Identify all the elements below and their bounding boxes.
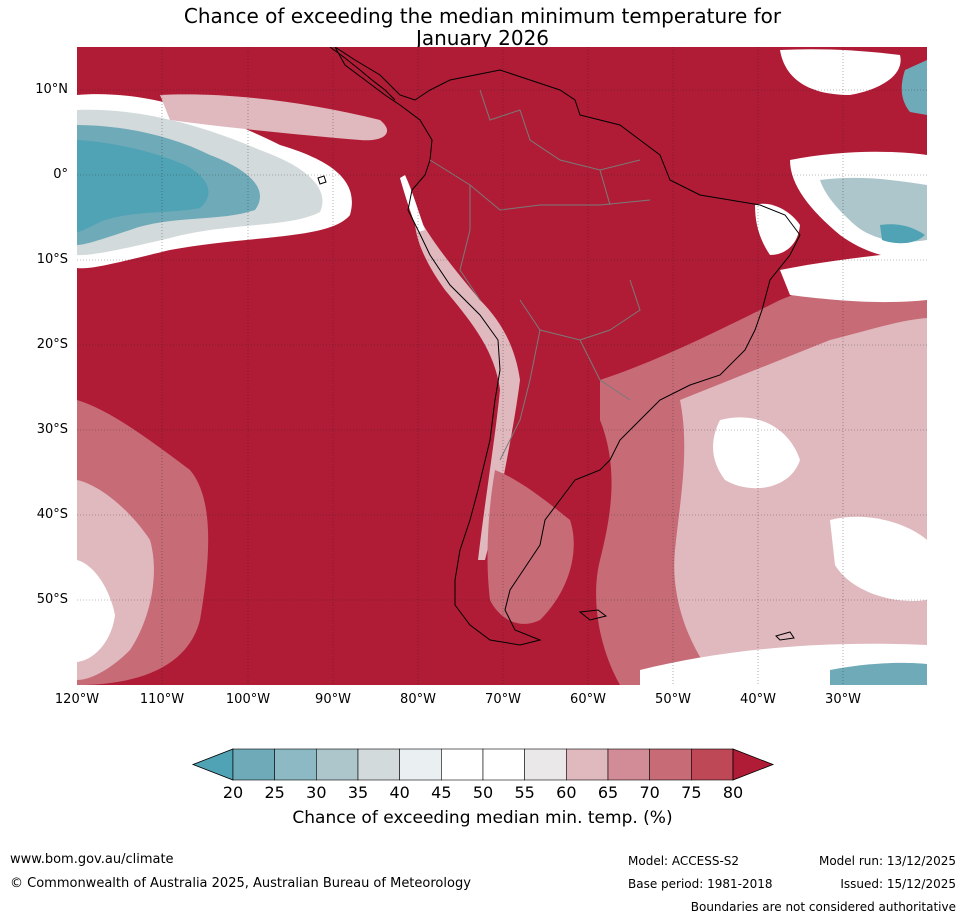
colorbar-tick-label: 25 <box>264 783 285 802</box>
colorbar-tick-label: 50 <box>472 783 494 802</box>
colorbar <box>191 748 775 781</box>
footer-model: Model: ACCESS-S2 <box>628 854 740 868</box>
colorbar-segment <box>316 748 359 781</box>
colorbar-tick-label: 70 <box>639 783 660 802</box>
colorbar-tick-label: 20 <box>222 783 244 802</box>
lon-label-90w: 90°W <box>315 692 351 707</box>
footer-issued: Issued: 15/12/2025 <box>840 877 956 891</box>
lat-label-20s: 20°S <box>36 337 68 352</box>
peru-coast-white <box>400 175 425 232</box>
lon-label-110w: 110°W <box>139 692 185 707</box>
patagonia-pink <box>487 470 574 624</box>
colorbar-segment <box>649 748 692 781</box>
chart-title-line2: January 2026 <box>415 26 550 50</box>
colorbar-tick-label: 55 <box>514 783 535 802</box>
lat-label-10n: 10°N <box>35 82 68 97</box>
footer-copyright: © Commonwealth of Australia 2025, Austra… <box>10 876 471 891</box>
atlantic-white-1 <box>780 250 927 303</box>
lat-label-50s: 50°S <box>36 592 68 607</box>
colorbar-extend-high <box>732 748 775 781</box>
central-america-coastline <box>329 47 396 101</box>
eq-atlantic-coolest <box>880 224 925 244</box>
lat-label-10s: 10°S <box>36 252 68 267</box>
footer-model-run: Model run: 13/12/2025 <box>818 854 956 868</box>
footer-disclaimer: Boundaries are not considered authoritat… <box>690 900 956 914</box>
footer-base-period: Base period: 1981-2018 <box>628 877 773 891</box>
n-atlantic-white <box>780 49 901 95</box>
colorbar-segment <box>232 748 275 781</box>
lat-label-30s: 30°S <box>36 422 68 437</box>
colorbar-tick-label: 65 <box>597 783 619 802</box>
s-atlantic-bottom-cool <box>830 662 927 685</box>
ne-corner-cool <box>901 60 927 115</box>
se-pacific-white <box>77 560 115 662</box>
chart-title-line1: Chance of exceeding the median minimum t… <box>183 4 782 28</box>
colorbar-tick-label: 35 <box>347 783 369 802</box>
lon-label-40w: 40°W <box>740 692 776 707</box>
colorbar-segment <box>441 748 484 781</box>
colorbar-segment <box>357 748 400 781</box>
colorbar-tick-label: 75 <box>681 783 702 802</box>
lon-label-70w: 70°W <box>485 692 521 707</box>
colorbar-tick-label: 30 <box>306 783 327 802</box>
lon-label-120w: 120°W <box>54 692 100 707</box>
colorbar-segment <box>274 748 317 781</box>
ne-brazil-white <box>755 203 800 255</box>
colorbar-tick-label: 60 <box>556 783 577 802</box>
country-boundaries <box>429 89 651 461</box>
galapagos <box>317 175 327 185</box>
pacific-north-white <box>160 94 388 141</box>
colorbar-segment <box>607 748 650 781</box>
colorbar-segment <box>524 748 567 781</box>
lon-label-80w: 80°W <box>400 692 436 707</box>
lon-label-60w: 60°W <box>570 692 606 707</box>
colorbar-segment <box>399 748 442 781</box>
falklands <box>578 609 608 621</box>
south-georgia <box>775 631 795 641</box>
colorbar-extend-low <box>191 748 234 781</box>
graticule <box>77 47 927 685</box>
colorbar-tick-label: 45 <box>431 783 452 802</box>
andes-strip <box>414 210 520 560</box>
lon-label-100w: 100°W <box>225 692 271 707</box>
colorbar-label: Chance of exceeding median min. temp. (%… <box>292 808 673 828</box>
lat-label-0: 0° <box>53 167 68 182</box>
footer-website: www.bom.gov.au/climate <box>10 852 174 867</box>
lat-label-40s: 40°S <box>36 507 68 522</box>
colorbar-tick-label: 40 <box>389 783 410 802</box>
colorbar-segment <box>482 748 525 781</box>
atlantic-white-2 <box>713 417 800 489</box>
south-america-coastline <box>334 47 801 646</box>
atlantic-light <box>674 318 927 685</box>
probability-fields <box>77 49 927 685</box>
atlantic-white-3 <box>830 516 927 601</box>
lon-label-30w: 30°W <box>825 692 861 707</box>
colorbar-segment <box>691 748 734 781</box>
lon-label-50w: 50°W <box>655 692 691 707</box>
pacific-band-coolest <box>77 140 209 232</box>
coastlines <box>317 47 801 646</box>
colorbar-segment <box>566 748 609 781</box>
colorbar-tick-label: 80 <box>722 783 744 802</box>
